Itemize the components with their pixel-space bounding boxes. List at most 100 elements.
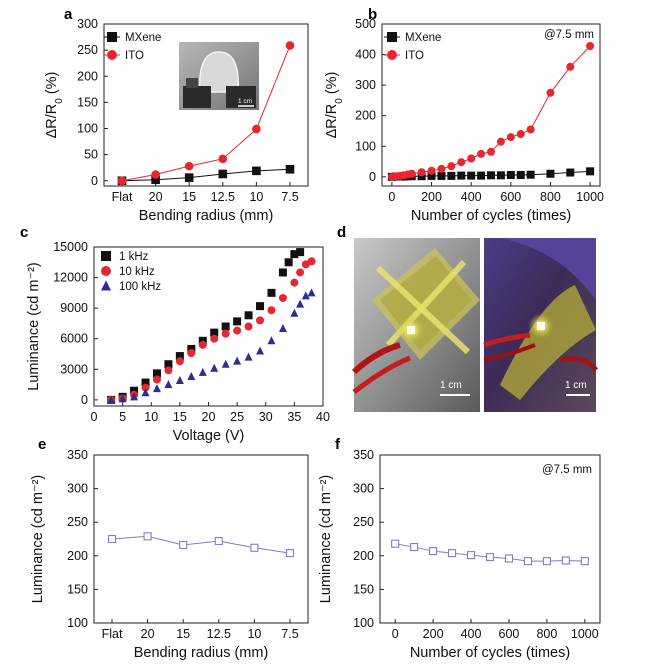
data-point-ito [117, 176, 127, 186]
y-tick-label: 150 [77, 95, 98, 109]
legend-label: MXene [125, 32, 161, 44]
legend-marker [387, 32, 397, 42]
data-point-100-khz [130, 392, 139, 401]
data-point-1-khz [141, 378, 150, 387]
x-axis-label: Number of cycles (times) [411, 208, 571, 224]
data-point-10-khz [141, 383, 150, 392]
data-point-1-khz [278, 268, 287, 277]
x-tick-label: 200 [421, 190, 442, 204]
x-axis-label: Number of cycles (times) [410, 645, 570, 661]
legend-marker [101, 266, 111, 276]
data-point-luminance [107, 534, 117, 544]
data-point-10-khz [198, 340, 207, 349]
y-tick-label: 100 [355, 139, 376, 153]
y-tick-label: 50 [84, 148, 98, 162]
x-tick-label: 10 [249, 190, 263, 204]
data-point-1-khz [233, 317, 242, 326]
y-axis-label: ΔR/R0 (%) [324, 72, 345, 139]
data-point-mxene [467, 171, 476, 180]
chart-f: 100 150 200 250 300 350 0 200 400 600 800 1000Numbe… [318, 448, 601, 661]
data-point-100-khz [118, 394, 127, 403]
data-point-ito [506, 133, 515, 142]
data-point-luminance [485, 553, 495, 562]
y-tick-label: 350 [67, 448, 88, 462]
chart-e: 100 150 200 250 300 350 Flat 20 15 12.5 10 7.5 Bendi… [30, 448, 309, 661]
plot-frame [93, 454, 309, 624]
data-point-ito [477, 149, 486, 158]
series-line-ito [121, 45, 291, 182]
legend-label: ITO [125, 50, 144, 62]
scale-label-left: 1 cm [440, 380, 462, 391]
data-point-10-khz [221, 329, 230, 338]
x-tick-label: 35 [287, 410, 301, 424]
data-point-10-khz [256, 316, 265, 325]
x-tick-label: 15 [176, 627, 190, 641]
data-point-100-khz [244, 352, 253, 361]
plot-frame [381, 23, 601, 187]
data-point-luminance [214, 536, 223, 546]
y-axis-label: Luminance (cd m⁻²) [318, 475, 334, 604]
data-point-luminance [523, 557, 532, 566]
data-point-10-khz [187, 349, 196, 357]
x-tick-label: 20 [149, 190, 163, 204]
data-point-100-khz [164, 380, 173, 389]
data-point-1-khz [256, 302, 265, 311]
data-point-ito [467, 154, 476, 163]
panel-letter-b: b [368, 6, 377, 23]
x-tick-label: 800 [540, 190, 561, 204]
data-point-mxene [506, 170, 515, 179]
panel-letter-a: a [64, 6, 73, 23]
data-point-mxene [487, 171, 495, 180]
data-point-1-khz [198, 336, 207, 345]
y-tick-label: 0 [369, 170, 376, 184]
y-tick-label: 300 [355, 78, 376, 92]
y-tick-label: 150 [67, 582, 88, 596]
data-point-mxene [496, 171, 505, 180]
data-point-ito [407, 169, 416, 178]
data-point-mxene [184, 173, 194, 182]
x-tick-label: 10 [247, 627, 261, 641]
y-tick-label: 300 [77, 17, 98, 31]
legend-marker [387, 50, 397, 60]
data-point-ito [151, 170, 160, 179]
data-point-ito [526, 125, 535, 134]
data-point-mxene [526, 170, 535, 179]
data-point-10-khz [152, 375, 161, 384]
data-point-1-khz [284, 258, 293, 267]
data-point-1-khz [267, 288, 276, 297]
data-point-luminance [542, 557, 551, 566]
data-point-ito [496, 137, 505, 146]
plot-frame [379, 454, 601, 624]
panel-letter-d: d [337, 224, 346, 241]
legend-marker [101, 251, 111, 261]
x-tick-label: 400 [461, 190, 482, 204]
panel-letter-f: f [335, 436, 341, 453]
data-point-100-khz [175, 376, 184, 385]
data-point-1-khz [130, 386, 139, 395]
x-tick-label: 0 [388, 190, 395, 204]
y-tick-label: 300 [67, 482, 88, 496]
y-tick-label: 6000 [60, 332, 88, 346]
x-tick-label: 30 [259, 410, 273, 424]
data-point-10-khz [164, 366, 173, 375]
data-point-mxene [566, 168, 575, 177]
x-tick-label: 200 [423, 627, 444, 641]
y-tick-label: 200 [353, 549, 374, 563]
x-tick-label: 20 [141, 627, 155, 641]
x-tick-label: 12.5 [207, 627, 231, 641]
x-axis-label: Voltage (V) [173, 428, 245, 444]
inset-scale-label: 1 cm [238, 98, 252, 105]
x-tick-label: 0 [91, 410, 98, 424]
data-point-luminance [504, 554, 514, 563]
x-tick-label: Flat [102, 627, 123, 641]
data-point-10-khz [290, 278, 299, 287]
data-point-10-khz [267, 306, 276, 315]
data-point-100-khz [141, 388, 150, 397]
legend-label: 1 kHz [119, 251, 149, 263]
data-point-100-khz [256, 346, 265, 355]
data-point-mxene [218, 169, 228, 179]
data-point-mxene [546, 169, 555, 178]
data-point-1-khz [152, 369, 161, 378]
y-tick-label: 250 [67, 515, 88, 529]
y-tick-label: 350 [353, 448, 374, 462]
